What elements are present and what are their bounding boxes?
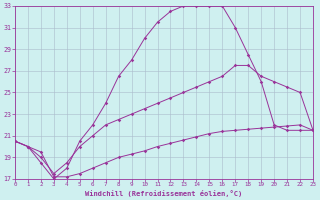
- X-axis label: Windchill (Refroidissement éolien,°C): Windchill (Refroidissement éolien,°C): [85, 190, 243, 197]
